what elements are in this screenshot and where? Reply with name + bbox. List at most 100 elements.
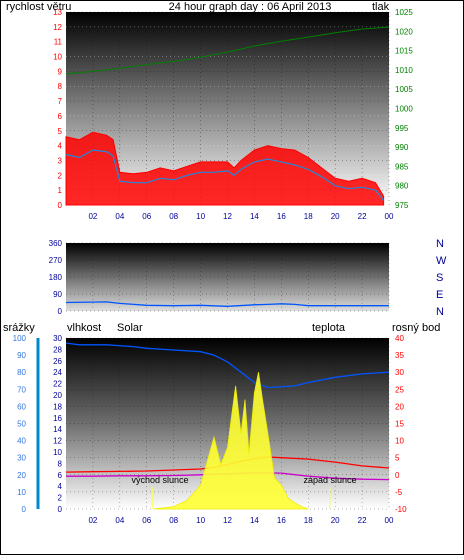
sunset-annotation: západ slunce <box>303 475 356 485</box>
humidity-tick-label: 12 <box>53 437 62 446</box>
time-tick-label: 20 <box>331 516 340 525</box>
wind-speed-tick-label: 1 <box>58 186 63 195</box>
rain-tick-label: 20 <box>17 471 26 480</box>
pressure-tick-label: 1010 <box>395 66 413 75</box>
time-tick-label: 16 <box>277 212 286 221</box>
humidity-tick-label: 10 <box>53 448 62 457</box>
wind-speed-tick-label: 0 <box>58 201 63 210</box>
rain-tick-label: 90 <box>17 351 26 360</box>
temperature-tick-label: 0 <box>395 471 400 480</box>
solar-radiation-series <box>153 372 309 510</box>
direction-tick-label: 360 <box>49 239 63 248</box>
time-tick-label: 14 <box>250 212 259 221</box>
humidity-tick-label: 30 <box>53 334 62 343</box>
solar-axis-label: Solar <box>117 322 143 334</box>
temperature-tick-label: 40 <box>395 334 404 343</box>
humidity-tick-label: 4 <box>58 482 63 491</box>
wind-gust-series <box>65 131 385 206</box>
compass-label: W <box>436 255 447 267</box>
pressure-tick-label: 990 <box>395 143 409 152</box>
grid-lines <box>36 11 390 510</box>
direction-tick-label: 180 <box>49 273 63 282</box>
time-tick-label: 22 <box>358 516 367 525</box>
humidity-tick-label: 16 <box>53 414 62 423</box>
wind-speed-tick-label: 11 <box>54 38 63 47</box>
data-series <box>65 26 390 510</box>
rain-tick-label: 50 <box>17 420 26 429</box>
humidity-tick-label: 0 <box>58 505 63 514</box>
temperature-tick-label: 15 <box>395 420 404 429</box>
humidity-tick-label: 6 <box>58 471 63 480</box>
humidity-tick-label: 28 <box>53 345 62 354</box>
pressure-tick-label: 1005 <box>395 85 413 94</box>
wind-speed-tick-label: 2 <box>58 171 63 180</box>
humidity-tick-label: 22 <box>53 380 62 389</box>
humidity-tick-label: 18 <box>53 402 62 411</box>
time-tick-label: 02 <box>88 212 97 221</box>
time-tick-label: 04 <box>115 212 124 221</box>
temperature-tick-label: 25 <box>395 385 404 394</box>
wind-speed-tick-label: 10 <box>53 53 62 62</box>
pressure-tick-label: 985 <box>395 162 409 171</box>
wind-speed-tick-label: 7 <box>58 97 63 106</box>
rain-tick-label: 40 <box>17 437 26 446</box>
temperature-tick-label: -10 <box>395 505 407 514</box>
temperature-tick-label: 20 <box>395 402 404 411</box>
compass-label: N <box>436 306 444 318</box>
humidity-tick-label: 24 <box>53 368 62 377</box>
wind-speed-tick-label: 4 <box>58 142 63 151</box>
pressure-tick-label: 1020 <box>395 27 413 36</box>
time-tick-label: 10 <box>196 212 205 221</box>
pressure-series <box>65 26 390 75</box>
time-tick-label: 14 <box>250 516 259 525</box>
time-tick-label: 16 <box>277 516 286 525</box>
time-tick-label: 06 <box>142 212 151 221</box>
time-tick-label: 04 <box>115 516 124 525</box>
pressure-tick-label: 980 <box>395 182 409 191</box>
pressure-tick-label: 975 <box>395 201 409 210</box>
wind-speed-tick-label: 9 <box>58 67 63 76</box>
wind-speed-tick-label: 12 <box>53 23 62 32</box>
time-tick-label: 00 <box>385 212 394 221</box>
time-tick-label: 08 <box>169 212 178 221</box>
sunrise-annotation: východ slunce <box>131 475 188 485</box>
pressure-axis-label: tlak <box>372 1 390 13</box>
temperature-tick-label: 10 <box>395 437 404 446</box>
humidity-tick-label: 8 <box>58 459 63 468</box>
wind-speed-tick-label: 3 <box>58 156 63 165</box>
compass-label: E <box>436 289 443 301</box>
wind-speed-tick-label: 8 <box>58 82 63 91</box>
rain-tick-label: 70 <box>17 385 26 394</box>
time-tick-label: 18 <box>304 516 313 525</box>
time-tick-label: 22 <box>358 212 367 221</box>
chart-title: 24 hour graph day : 06 April 2013 <box>169 1 332 13</box>
dewpoint-axis-label: rosný bod <box>392 322 440 334</box>
humidity-series <box>65 342 390 389</box>
time-tick-label: 20 <box>331 212 340 221</box>
temperature-tick-label: 5 <box>395 454 400 463</box>
wind-speed-tick-label: 13 <box>53 8 62 17</box>
tick-labels: 0123456789101112139759809859909951000100… <box>13 8 447 525</box>
humidity-axis-label: vlhkost <box>67 322 101 334</box>
wind-speed-tick-label: 5 <box>58 127 63 136</box>
rain-tick-label: 60 <box>17 402 26 411</box>
direction-tick-label: 270 <box>49 256 63 265</box>
temperature-tick-label: 30 <box>395 368 404 377</box>
time-tick-label: 06 <box>142 516 151 525</box>
humidity-tick-label: 2 <box>58 494 63 503</box>
pressure-tick-label: 1000 <box>395 105 413 114</box>
pressure-tick-label: 995 <box>395 124 409 133</box>
rain-tick-label: 100 <box>13 334 27 343</box>
temperature-tick-label: 35 <box>395 351 404 360</box>
pressure-tick-label: 1015 <box>395 47 413 56</box>
rain-tick-label: 10 <box>17 488 26 497</box>
time-tick-label: 12 <box>223 212 232 221</box>
rain-axis-label: srážky <box>3 322 35 334</box>
time-tick-label: 10 <box>196 516 205 525</box>
pressure-tick-label: 1025 <box>395 8 413 17</box>
rain-tick-label: 30 <box>17 454 26 463</box>
time-tick-label: 02 <box>88 516 97 525</box>
humidity-tick-label: 14 <box>53 425 62 434</box>
